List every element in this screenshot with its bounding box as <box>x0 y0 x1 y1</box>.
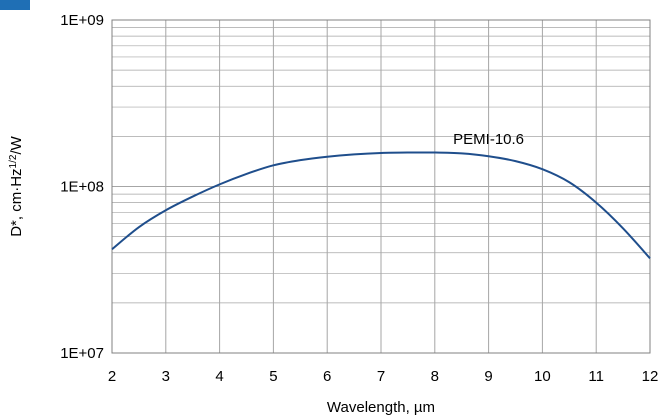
x-tick-label: 11 <box>588 368 604 385</box>
x-tick-label: 8 <box>431 368 439 385</box>
x-tick-label: 5 <box>269 368 277 385</box>
grid <box>111 20 651 354</box>
y-axis-title-sup: 1/2 <box>8 154 19 168</box>
x-tick-label: 9 <box>484 368 492 385</box>
series-line <box>111 151 651 260</box>
title-fragment <box>0 0 30 10</box>
y-tick-label: 1E+08 <box>60 179 104 196</box>
series-layer: PEMI-10.6 <box>111 131 651 260</box>
y-tick-label: 1E+09 <box>60 12 104 29</box>
y-tick-labels: 1E+07 1E+08 1E+09 <box>60 12 104 362</box>
plot-area-frame <box>111 19 651 354</box>
series-label: PEMI-10.6 <box>453 131 524 148</box>
x-tick-label: 12 <box>642 368 659 385</box>
y-tick-label: 1E+07 <box>60 345 104 362</box>
y-axis-title-base: D*, cm·Hz <box>8 168 25 236</box>
x-axis-title: Wavelength, µm <box>327 399 435 416</box>
title-fragment-mark <box>0 0 30 10</box>
y-axis-title-tail: /W <box>8 135 25 154</box>
x-tick-label: 3 <box>162 368 170 385</box>
x-tick-label: 6 <box>323 368 331 385</box>
y-axis-title: D*, cm·Hz1/2/W <box>8 135 26 236</box>
x-tick-label: 7 <box>377 368 385 385</box>
x-tick-labels: 2 3 4 5 6 7 8 9 10 11 12 <box>108 368 659 385</box>
x-tick-label: 10 <box>534 368 551 385</box>
x-tick-label: 4 <box>215 368 223 385</box>
x-tick-label: 2 <box>108 368 116 385</box>
